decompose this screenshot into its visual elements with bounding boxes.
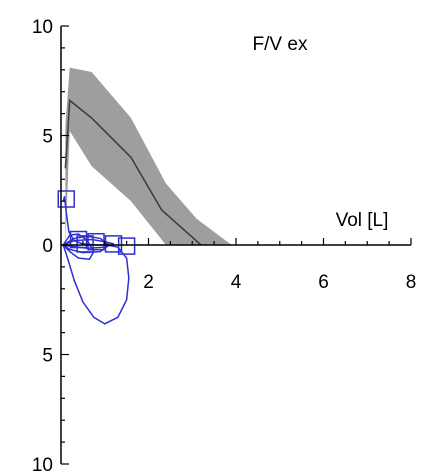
measured-marker: [57, 190, 75, 208]
x-tick-label: 4: [231, 272, 242, 293]
y-tick-label: 5: [42, 346, 53, 367]
axis-ticks: 2 4 6 8 10 5 0 5 10: [32, 17, 416, 474]
y-tick-label: 10: [32, 455, 53, 474]
y-tick-label: 5: [42, 127, 53, 148]
measured-marker: [69, 230, 88, 249]
x-tick-label: 8: [406, 272, 417, 293]
chart-title: F/V ex: [253, 34, 308, 55]
measured-loop-1: [62, 196, 130, 325]
measured-marker: [87, 232, 105, 251]
y-tick-label: 10: [32, 17, 53, 38]
y-tick-label: 0: [42, 236, 53, 257]
measured-marker: [76, 235, 94, 253]
predicted-mean-line: [64, 98, 202, 246]
measured-marker: [104, 235, 123, 253]
measured-marker: [117, 237, 136, 255]
predicted-range-band: [65, 67, 232, 245]
measured-markers: [57, 190, 136, 255]
measured-loops: [62, 196, 130, 325]
x-tick-label: 2: [143, 272, 154, 293]
x-axis-label: Vol [L]: [336, 210, 389, 231]
x-tick-label: 6: [318, 272, 329, 293]
